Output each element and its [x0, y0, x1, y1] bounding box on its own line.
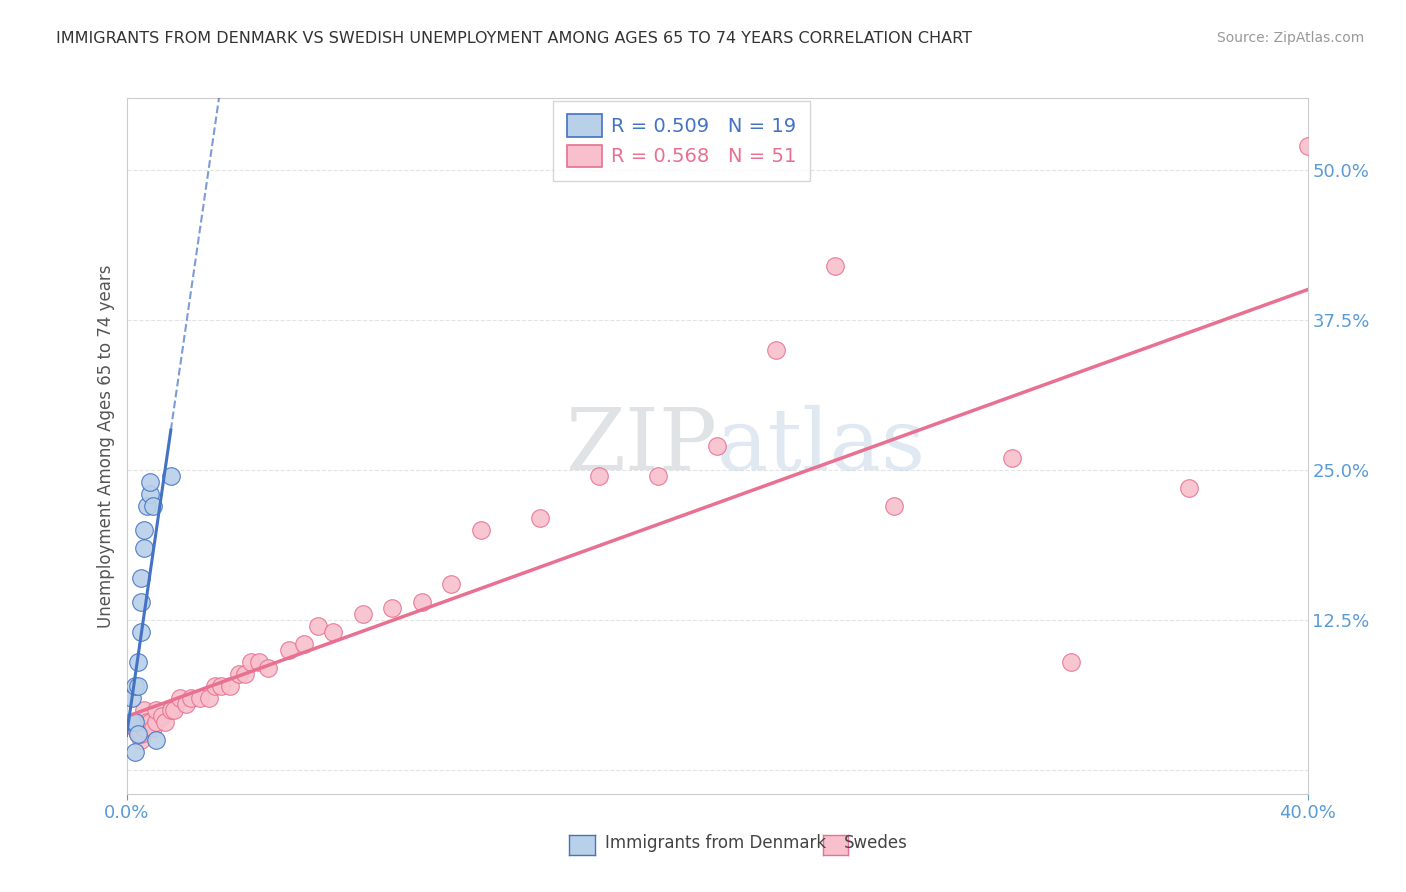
Point — [233, 667, 256, 681]
Point — [124, 745, 146, 759]
Point — [1178, 481, 1201, 495]
Point — [136, 714, 159, 729]
Point — [1296, 139, 1319, 153]
Point — [204, 679, 226, 693]
Point — [239, 655, 262, 669]
Point — [322, 624, 344, 639]
Point — [129, 732, 153, 747]
Text: Immigrants from Denmark: Immigrants from Denmark — [605, 834, 825, 852]
Point — [124, 714, 146, 729]
Point — [129, 714, 153, 729]
Point — [174, 697, 197, 711]
Point — [124, 679, 146, 693]
Point — [706, 439, 728, 453]
Point — [139, 475, 162, 489]
Point — [529, 511, 551, 525]
Point — [127, 679, 149, 693]
Point — [134, 523, 156, 537]
Point — [139, 487, 162, 501]
Point — [159, 703, 183, 717]
Point — [219, 679, 242, 693]
Point — [257, 661, 280, 675]
Point — [145, 703, 167, 717]
Point — [440, 577, 463, 591]
Point — [883, 499, 905, 513]
Point — [145, 714, 167, 729]
Point — [124, 721, 146, 735]
Point — [228, 667, 250, 681]
Text: atlas: atlas — [717, 404, 927, 488]
Point — [292, 637, 315, 651]
Text: Source: ZipAtlas.com: Source: ZipAtlas.com — [1216, 31, 1364, 45]
Point — [824, 259, 846, 273]
Point — [127, 727, 149, 741]
Point — [159, 469, 183, 483]
Text: ZIP: ZIP — [565, 404, 717, 488]
Point — [588, 469, 610, 483]
Point — [247, 655, 270, 669]
Point — [121, 714, 143, 729]
Point — [150, 709, 173, 723]
Point — [647, 469, 669, 483]
Point — [145, 732, 167, 747]
Y-axis label: Unemployment Among Ages 65 to 74 years: Unemployment Among Ages 65 to 74 years — [97, 264, 115, 628]
Point — [411, 595, 433, 609]
Point — [188, 690, 211, 705]
Point — [163, 703, 186, 717]
Legend: R = 0.509   N = 19, R = 0.568   N = 51: R = 0.509 N = 19, R = 0.568 N = 51 — [553, 101, 810, 181]
Point — [129, 727, 153, 741]
Point — [153, 714, 176, 729]
Point — [198, 690, 221, 705]
Point — [129, 595, 153, 609]
Point — [307, 619, 329, 633]
Text: Swedes: Swedes — [844, 834, 907, 852]
Point — [129, 571, 153, 585]
Point — [142, 499, 165, 513]
Point — [352, 607, 374, 621]
Point — [470, 523, 492, 537]
Point — [134, 721, 156, 735]
Point — [139, 714, 162, 729]
Point — [134, 703, 156, 717]
Text: IMMIGRANTS FROM DENMARK VS SWEDISH UNEMPLOYMENT AMONG AGES 65 TO 74 YEARS CORREL: IMMIGRANTS FROM DENMARK VS SWEDISH UNEMP… — [56, 31, 972, 46]
Point — [1060, 655, 1083, 669]
Point — [134, 541, 156, 555]
Point — [180, 690, 202, 705]
Point — [121, 690, 143, 705]
Point — [127, 714, 149, 729]
Point — [765, 343, 787, 357]
Point — [381, 601, 404, 615]
Point — [136, 499, 159, 513]
Point — [127, 655, 149, 669]
Point — [127, 727, 149, 741]
Point — [129, 624, 153, 639]
Point — [278, 643, 301, 657]
Point — [169, 690, 191, 705]
Point — [1001, 450, 1024, 465]
Point — [142, 721, 165, 735]
Point — [121, 714, 143, 729]
Point — [209, 679, 232, 693]
